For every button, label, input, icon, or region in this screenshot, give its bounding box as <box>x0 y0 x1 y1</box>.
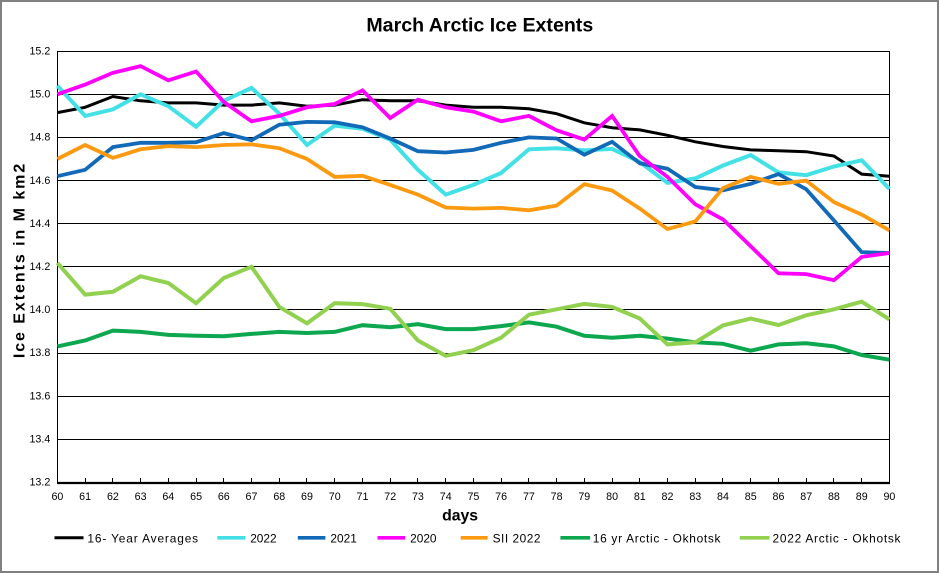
svg-text:70: 70 <box>329 491 341 503</box>
svg-text:66: 66 <box>218 491 230 503</box>
svg-text:14.2: 14.2 <box>29 261 50 273</box>
svg-text:89: 89 <box>856 491 868 503</box>
svg-text:63: 63 <box>135 491 147 503</box>
svg-text:2020: 2020 <box>410 531 437 545</box>
svg-text:74: 74 <box>440 491 452 503</box>
svg-text:2021: 2021 <box>330 531 357 545</box>
svg-text:84: 84 <box>717 491 729 503</box>
svg-text:15.2: 15.2 <box>29 45 50 57</box>
svg-text:73: 73 <box>412 491 424 503</box>
svg-text:14.4: 14.4 <box>29 218 50 230</box>
svg-text:13.4: 13.4 <box>29 434 50 446</box>
svg-text:13.8: 13.8 <box>29 347 50 359</box>
svg-text:SII 2022: SII 2022 <box>493 531 541 545</box>
svg-text:78: 78 <box>551 491 563 503</box>
svg-text:65: 65 <box>190 491 202 503</box>
svg-text:90: 90 <box>883 491 895 503</box>
svg-text:68: 68 <box>273 491 285 503</box>
svg-text:14.0: 14.0 <box>29 304 50 316</box>
svg-text:72: 72 <box>384 491 396 503</box>
svg-text:76: 76 <box>495 491 507 503</box>
svg-text:87: 87 <box>800 491 812 503</box>
svg-text:2022 Arctic - Okhotsk: 2022 Arctic - Okhotsk <box>773 531 902 545</box>
svg-text:62: 62 <box>107 491 119 503</box>
svg-text:14.8: 14.8 <box>29 132 50 144</box>
svg-text:15.0: 15.0 <box>29 89 50 101</box>
svg-text:13.6: 13.6 <box>29 390 50 402</box>
svg-text:83: 83 <box>689 491 701 503</box>
svg-text:13.2: 13.2 <box>29 477 50 489</box>
svg-text:79: 79 <box>578 491 590 503</box>
svg-text:85: 85 <box>745 491 757 503</box>
svg-text:days: days <box>442 508 478 525</box>
svg-text:2022: 2022 <box>250 531 277 545</box>
svg-text:16 yr Arctic - Okhotsk: 16 yr Arctic - Okhotsk <box>593 531 721 545</box>
svg-text:86: 86 <box>773 491 785 503</box>
svg-text:75: 75 <box>467 491 479 503</box>
svg-text:60: 60 <box>51 491 63 503</box>
svg-text:81: 81 <box>634 491 646 503</box>
svg-text:69: 69 <box>301 491 313 503</box>
svg-text:64: 64 <box>162 491 174 503</box>
svg-text:14.6: 14.6 <box>29 175 50 187</box>
svg-text:Ice Extents in M km2: Ice Extents in M km2 <box>11 162 28 358</box>
svg-text:16- Year Averages: 16- Year Averages <box>87 531 199 545</box>
svg-text:88: 88 <box>828 491 840 503</box>
svg-text:67: 67 <box>246 491 258 503</box>
svg-text:77: 77 <box>523 491 535 503</box>
svg-text:80: 80 <box>606 491 618 503</box>
svg-text:71: 71 <box>357 491 369 503</box>
svg-text:March Arctic Ice Extents: March Arctic Ice Extents <box>366 15 593 37</box>
svg-text:61: 61 <box>79 491 91 503</box>
svg-text:82: 82 <box>662 491 674 503</box>
